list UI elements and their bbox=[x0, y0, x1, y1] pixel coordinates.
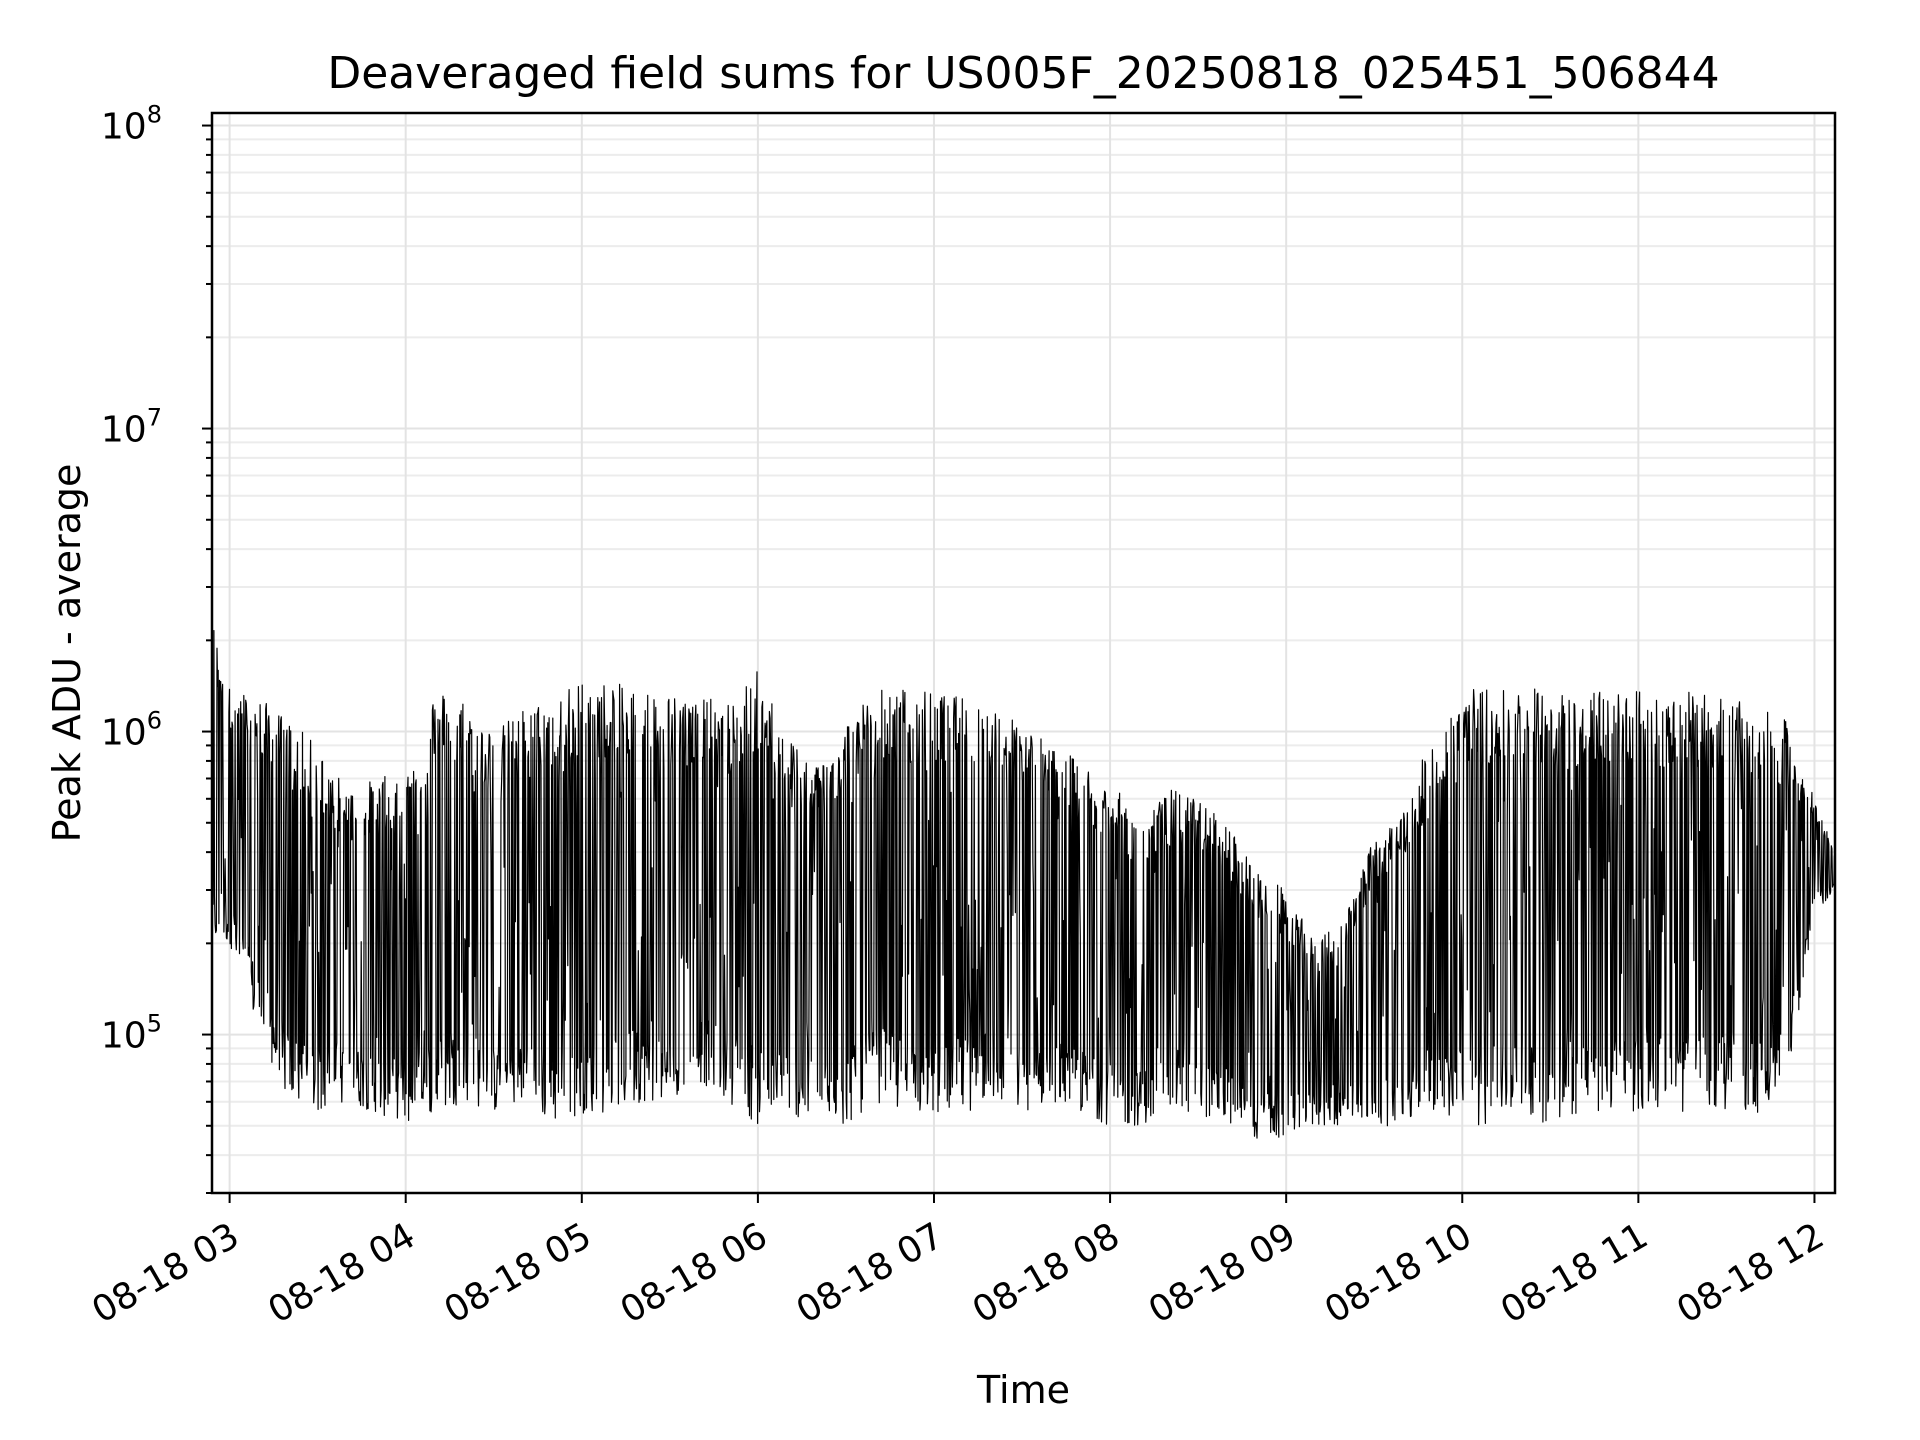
y-tick-label: 105 bbox=[101, 1010, 162, 1057]
y-tick-label: 108 bbox=[101, 101, 162, 148]
y-tick-label: 107 bbox=[101, 404, 162, 451]
y-axis-label: Peak ADU - average bbox=[45, 464, 89, 843]
chart-title: Deaveraged field sums for US005F_2025081… bbox=[327, 48, 1719, 99]
series-line bbox=[211, 629, 1836, 1139]
y-tick-label: 106 bbox=[101, 707, 162, 754]
x-axis-label: Time bbox=[976, 1368, 1070, 1412]
plot-frame bbox=[210, 111, 1837, 1195]
data-series bbox=[211, 629, 1836, 1139]
